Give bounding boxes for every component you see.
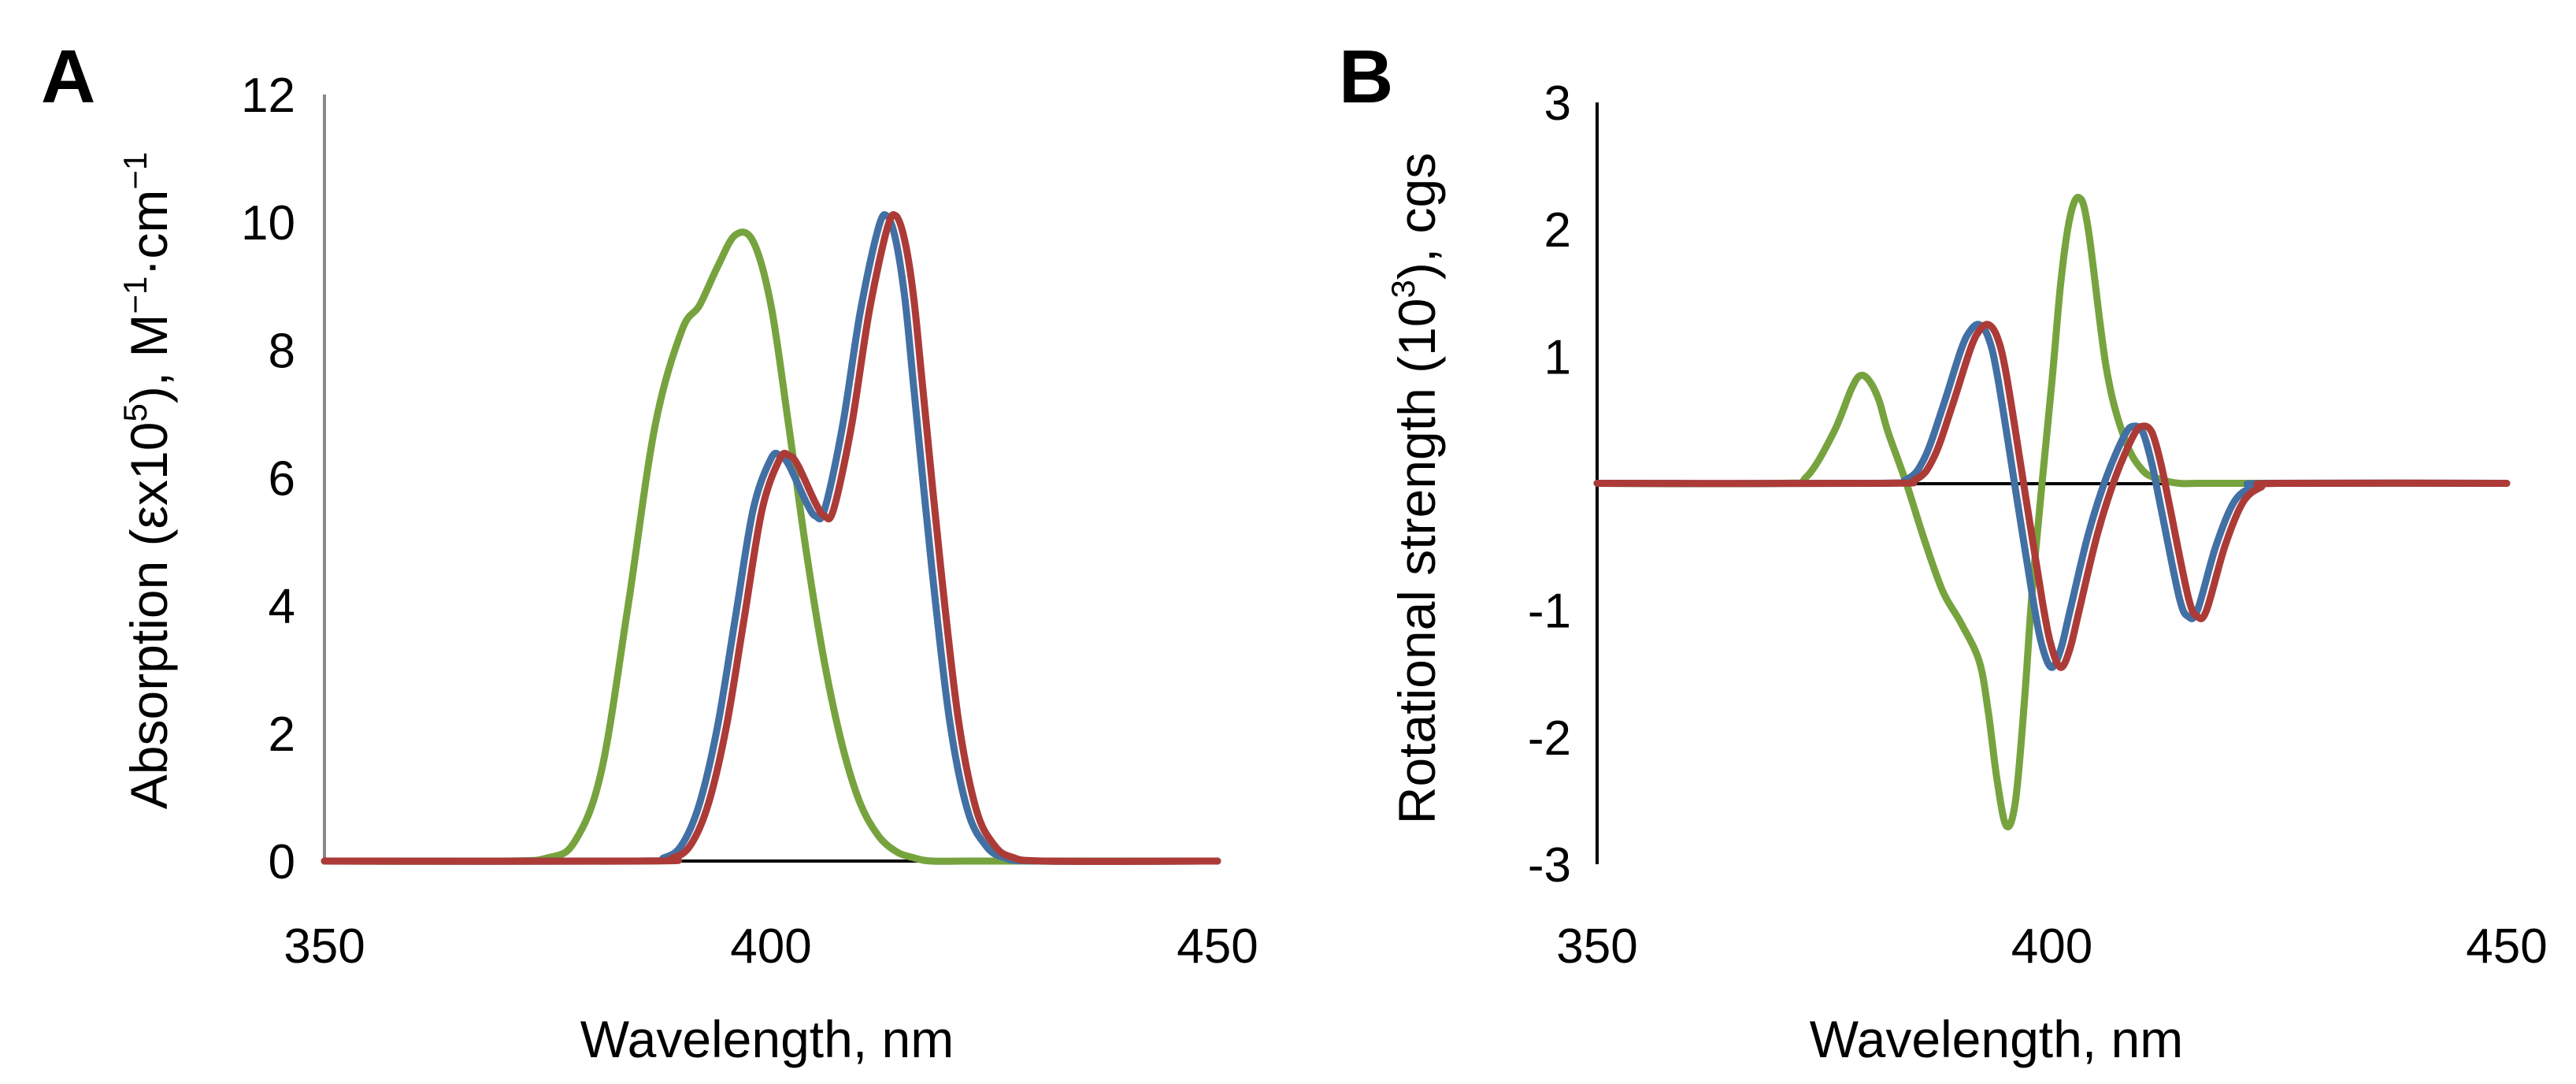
panel-a-y-tick-label: 6 bbox=[269, 452, 295, 507]
panel-a-y-title-part1: Absorption (εx10 bbox=[120, 422, 178, 810]
panel-b-y-tick-label: 3 bbox=[1544, 76, 1571, 131]
panel-a-series-group bbox=[321, 211, 1221, 865]
panel-b-x-axis-title: Wavelength, nm bbox=[1810, 1010, 2183, 1068]
panel-a-x-tick-label: 400 bbox=[730, 919, 811, 974]
panel-b-x-tick-label: 450 bbox=[2466, 919, 2547, 974]
panel-a-y-tick-label: 4 bbox=[269, 580, 295, 634]
panel-a-x-tick-label: 450 bbox=[1177, 919, 1258, 974]
panel-a-y-tick-labels: 0 2 4 6 8 10 12 bbox=[241, 69, 295, 889]
panel-b-chart: B -3 -2 -1 1 2 3 350 400 450 Wavelength, nm Rot… bbox=[1339, 35, 2548, 1068]
panel-b-y-tick-label: -2 bbox=[1528, 711, 1571, 766]
panel-a-x-tick-label: 350 bbox=[284, 919, 365, 974]
panel-b-y-tick-label: 1 bbox=[1544, 330, 1571, 384]
panel-a-y-axis-title: Absorption (εx105), M−1·cm−1 bbox=[117, 152, 178, 809]
panel-b-x-tick-label: 400 bbox=[2011, 919, 2092, 974]
panel-a-series-blue bbox=[321, 211, 1221, 865]
panel-b-series-red bbox=[1593, 321, 2511, 671]
panel-b-series-blue bbox=[1593, 321, 2511, 671]
panel-a-y-tick-label: 10 bbox=[241, 196, 295, 251]
panel-b-y-title-sup1: 3 bbox=[1384, 280, 1421, 298]
panel-a-x-axis-title: Wavelength, nm bbox=[580, 1010, 954, 1068]
panel-a-y-title-part3: ·cm bbox=[120, 190, 178, 277]
panel-a-y-tick-label: 2 bbox=[269, 707, 295, 762]
panel-b-y-tick-label: 2 bbox=[1544, 203, 1571, 258]
panel-b-y-tick-label: -3 bbox=[1528, 838, 1571, 893]
panel-a-y-tick-label: 8 bbox=[269, 324, 295, 378]
panel-a-label: A bbox=[41, 35, 95, 119]
panel-a-y-title-sup2: −1 bbox=[117, 277, 154, 314]
panel-b-series-group bbox=[1593, 193, 2511, 831]
panel-a-y-tick-label: 12 bbox=[241, 69, 295, 123]
panel-a-y-title-part2: ), M bbox=[120, 314, 178, 404]
panel-b-y-tick-labels: -3 -2 -1 1 2 3 bbox=[1528, 76, 1571, 893]
panel-a-y-title-sup3: −1 bbox=[117, 152, 154, 190]
panel-b-y-tick-label: -1 bbox=[1528, 585, 1571, 639]
panel-b-x-tick-labels: 350 400 450 bbox=[1556, 919, 2547, 974]
panel-a-y-title-sup1: 5 bbox=[117, 403, 154, 421]
panel-a-series-green bbox=[321, 228, 1221, 865]
panel-b-y-title-part1: Rotational strength (10 bbox=[1388, 298, 1446, 824]
panel-a-x-tick-labels: 350 400 450 bbox=[284, 919, 1258, 974]
panel-a-chart: A 0 2 4 6 8 10 12 350 400 450 Wavelength, nm Abs… bbox=[41, 35, 1258, 1068]
panel-a-series-red bbox=[321, 211, 1221, 865]
panel-b-y-title-part2: ), cgs bbox=[1388, 153, 1446, 280]
panel-b-x-tick-label: 350 bbox=[1556, 919, 1637, 974]
panel-b-y-axis-title: Rotational strength (103), cgs bbox=[1384, 153, 1446, 824]
panel-b-label: B bbox=[1339, 35, 1393, 119]
panel-a-y-tick-label: 0 bbox=[269, 835, 295, 889]
panel-b-series-green bbox=[1593, 193, 2511, 831]
